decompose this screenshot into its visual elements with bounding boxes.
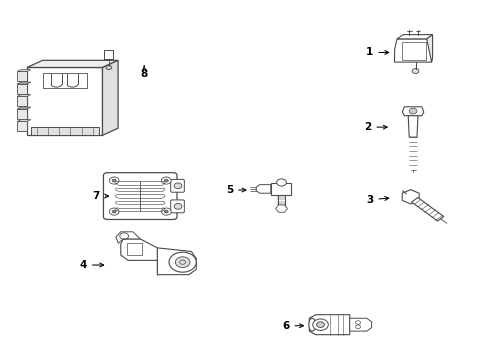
Polygon shape <box>17 82 31 84</box>
Bar <box>43 73 87 88</box>
Circle shape <box>175 257 190 267</box>
Bar <box>31 127 98 135</box>
Text: 8: 8 <box>141 66 148 78</box>
Polygon shape <box>397 35 433 39</box>
Polygon shape <box>27 60 118 67</box>
Circle shape <box>109 177 119 184</box>
FancyBboxPatch shape <box>171 179 184 192</box>
Circle shape <box>109 208 119 215</box>
Ellipse shape <box>309 318 316 331</box>
Polygon shape <box>17 84 27 94</box>
Circle shape <box>112 210 116 213</box>
Bar <box>271 183 291 195</box>
Circle shape <box>277 179 287 186</box>
Circle shape <box>409 108 417 114</box>
Polygon shape <box>408 116 418 137</box>
Polygon shape <box>17 120 31 121</box>
Circle shape <box>164 179 168 182</box>
Text: 7: 7 <box>93 191 109 201</box>
Polygon shape <box>17 121 27 131</box>
Polygon shape <box>309 315 350 335</box>
Polygon shape <box>276 205 288 212</box>
Polygon shape <box>102 60 118 135</box>
Polygon shape <box>17 95 31 96</box>
Circle shape <box>106 65 112 69</box>
FancyBboxPatch shape <box>171 200 184 213</box>
Polygon shape <box>350 318 372 331</box>
Polygon shape <box>27 67 102 135</box>
Text: 3: 3 <box>366 195 389 204</box>
Polygon shape <box>402 107 424 116</box>
Polygon shape <box>17 96 27 107</box>
Text: 2: 2 <box>364 122 387 132</box>
Circle shape <box>161 208 171 215</box>
FancyBboxPatch shape <box>103 173 177 220</box>
Circle shape <box>313 319 328 330</box>
Circle shape <box>164 210 168 213</box>
Text: 6: 6 <box>282 321 303 331</box>
Text: 4: 4 <box>79 260 104 270</box>
Circle shape <box>112 179 116 182</box>
Bar <box>402 42 426 60</box>
Circle shape <box>412 68 419 73</box>
Bar <box>127 243 142 255</box>
Circle shape <box>174 183 182 189</box>
Text: 1: 1 <box>366 48 389 58</box>
Circle shape <box>169 252 196 272</box>
Text: 5: 5 <box>226 185 246 195</box>
Polygon shape <box>278 195 286 207</box>
Circle shape <box>161 177 171 184</box>
Polygon shape <box>427 35 433 62</box>
Polygon shape <box>256 185 271 193</box>
Polygon shape <box>412 198 444 221</box>
Polygon shape <box>394 39 432 62</box>
Polygon shape <box>17 71 27 81</box>
Bar <box>104 50 113 59</box>
Polygon shape <box>402 190 419 204</box>
Polygon shape <box>17 109 27 119</box>
Circle shape <box>174 203 182 209</box>
Polygon shape <box>17 107 31 109</box>
Polygon shape <box>157 248 196 275</box>
Polygon shape <box>116 232 140 243</box>
Circle shape <box>317 322 324 328</box>
Polygon shape <box>17 69 31 71</box>
Polygon shape <box>121 239 157 260</box>
